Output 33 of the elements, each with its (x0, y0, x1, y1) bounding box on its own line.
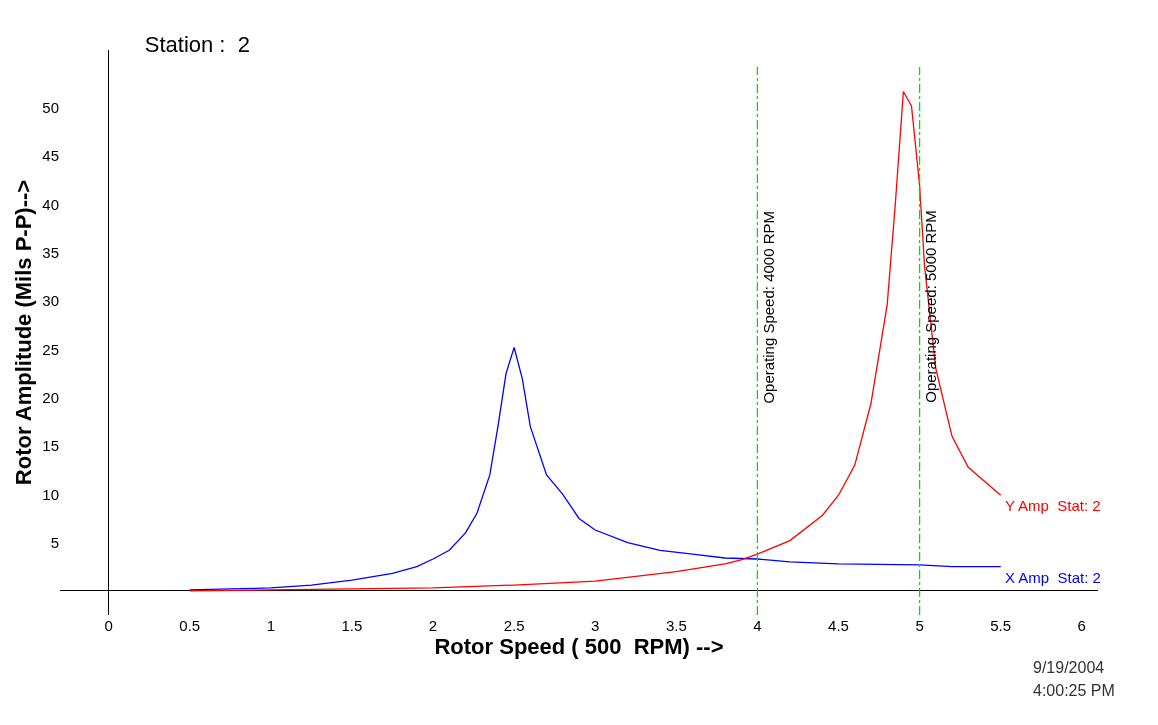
x-tick-label: 3 (591, 617, 600, 634)
ref-line-label: Operating Speed: 5000 RPM (922, 210, 940, 403)
text: 4:00:25 PM (1033, 682, 1115, 699)
x-tick-label: 2 (428, 617, 438, 634)
y-tick-label: 20 (42, 388, 59, 406)
x-tick-label: 5 (915, 617, 924, 634)
line-series (189, 90, 1002, 592)
y-axis-title: Rotor Amplitude (Mils P-P)--> (11, 179, 37, 486)
x-tick-label: 5.5 (990, 617, 1012, 634)
x-tick-label: 6 (1077, 617, 1086, 634)
x-tick-label: 0 (104, 617, 113, 634)
x-axis-title: Rotor Speed ( 500 RPM) --> (434, 634, 724, 659)
y-tick-label: 15 (42, 437, 59, 455)
y-tick-label: 35 (42, 244, 59, 262)
series-label: Y Amp Stat: 2 (1005, 497, 1101, 514)
x-tick-label: 4 (753, 617, 762, 634)
y-tick-label: 5 (50, 533, 59, 551)
x-tick-label: 0.5 (179, 617, 201, 634)
x-tick-label: 3.5 (665, 617, 687, 634)
x-tick-label: 1.5 (341, 617, 363, 634)
y-tick-label: 40 (42, 195, 59, 213)
ref-line-label: Operating Speed: 4000 RPM (760, 210, 778, 404)
x-tick-label: 1 (266, 617, 276, 634)
y-tick-label: 25 (42, 340, 59, 358)
x-tick-label: 2.5 (503, 617, 525, 634)
y-tick-label: 30 (42, 292, 59, 310)
series-label: X Amp Stat: 2 (1005, 569, 1101, 586)
y-tick-label: 45 (42, 147, 59, 165)
x-tick-label: 4.5 (828, 617, 849, 634)
chart-title: Station : 2 (144, 31, 250, 57)
y-tick-label: 10 (42, 485, 59, 503)
y-tick-label: 50 (42, 99, 59, 117)
text: 9/19/2004 (1033, 659, 1105, 676)
